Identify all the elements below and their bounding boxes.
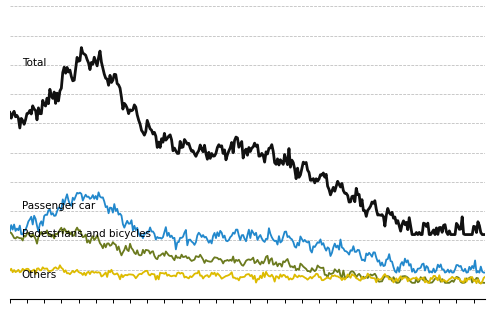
- Text: Total: Total: [22, 58, 46, 68]
- Text: Passenger car: Passenger car: [22, 201, 95, 211]
- Text: Others: Others: [22, 270, 57, 280]
- Text: Pedestrians and bicycles: Pedestrians and bicycles: [22, 229, 151, 239]
